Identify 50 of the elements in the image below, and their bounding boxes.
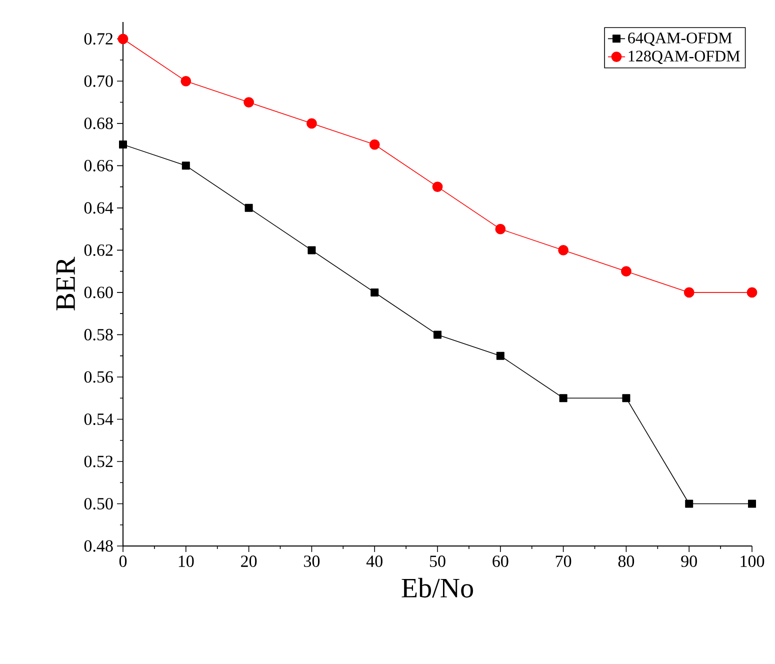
point	[559, 394, 568, 402]
point	[621, 266, 632, 277]
y-tick-label: 0.58	[84, 328, 113, 340]
point	[622, 394, 630, 402]
x-tick-label: 100	[740, 556, 764, 568]
point	[684, 287, 694, 298]
point	[558, 244, 569, 256]
point	[432, 182, 443, 192]
point	[118, 34, 128, 44]
point	[180, 76, 192, 86]
point	[119, 140, 128, 149]
y-tick-label: 0.56	[84, 371, 113, 383]
y-tick-label: 0.48	[84, 540, 113, 552]
point	[685, 500, 694, 508]
y-tick-label: 0.54	[84, 413, 114, 425]
point	[244, 97, 254, 108]
point	[496, 352, 504, 360]
point	[244, 204, 253, 212]
y-tick-label: 0.68	[84, 118, 113, 130]
y-tick-label: 0.52	[84, 456, 113, 468]
point	[308, 246, 316, 254]
y-axis-title: BER	[56, 256, 75, 310]
point	[434, 330, 442, 339]
x-tick-label: 10	[178, 556, 194, 568]
x-tick-label: 60	[492, 556, 508, 568]
point	[306, 118, 317, 129]
point	[748, 500, 756, 508]
x-tick-label: 80	[618, 556, 634, 568]
point	[369, 139, 380, 150]
point	[495, 224, 506, 234]
x-tick-label: 70	[556, 556, 572, 568]
x-tick-label: 50	[430, 556, 446, 568]
y-tick-label: 0.50	[84, 498, 113, 510]
x-tick-label: 0	[119, 556, 127, 568]
y-tick-label: 0.64	[84, 202, 114, 214]
x-tick-label: 40	[366, 556, 382, 568]
x-tick-label: 90	[681, 556, 697, 568]
legend-label: 128QAM-OFDM	[628, 50, 740, 64]
point	[746, 287, 758, 298]
x-tick-label: 30	[304, 556, 320, 568]
x-axis-title: Eb/No	[402, 578, 473, 598]
y-tick-label: 0.66	[84, 160, 113, 172]
point	[370, 288, 379, 296]
y-tick-label: 0.70	[84, 75, 113, 87]
y-tick-label: 0.62	[84, 244, 113, 256]
legend-label: 64QAM-OFDM	[628, 32, 732, 46]
y-tick-label: 0.60	[84, 286, 113, 298]
x-tick-label: 20	[241, 556, 257, 568]
y-tick-label: 0.72	[84, 33, 113, 45]
point	[182, 162, 190, 170]
